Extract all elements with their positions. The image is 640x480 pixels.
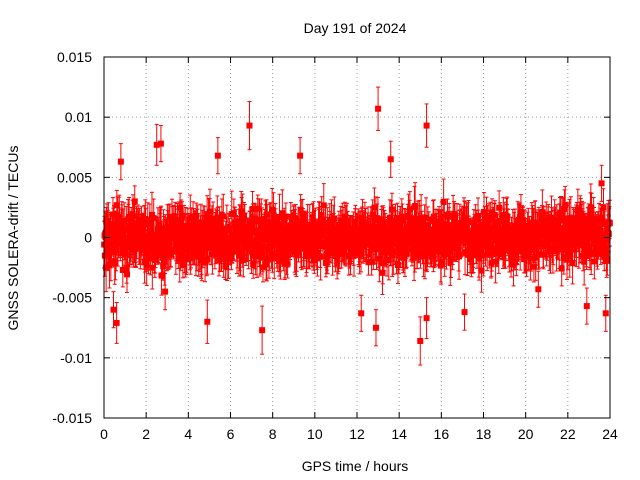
point-marker [160,263,167,270]
point-marker [148,211,155,218]
point-marker [292,215,299,222]
point-marker [189,244,196,251]
point-marker [105,249,112,256]
point-marker [282,213,289,220]
point-marker [180,223,187,230]
point-marker [164,228,171,235]
point-marker [131,198,138,205]
point-marker [121,218,128,225]
point-marker [284,260,291,267]
point-marker [309,214,316,221]
point-marker [297,206,304,213]
point-marker [256,241,263,248]
point-marker [230,210,237,217]
point-marker [216,257,223,264]
point-marker [112,229,119,236]
point-marker [211,250,218,257]
point-marker [165,223,172,230]
point-marker [371,204,378,211]
point-marker [176,256,183,263]
point-marker [209,221,216,228]
point-marker [204,256,211,263]
point-marker [314,255,321,262]
series-points [101,86,613,366]
point-marker [197,245,204,252]
point-marker [237,222,244,229]
point-marker [271,255,278,262]
point-marker [269,206,276,213]
point-marker [114,233,121,240]
point-marker [147,255,154,262]
point-marker [297,237,304,244]
point-marker [258,218,265,225]
point-marker [199,250,206,257]
point-marker [263,261,270,268]
point-marker [302,228,309,235]
point-marker [177,250,184,257]
point-marker [126,214,133,221]
point-marker [129,213,136,220]
point-marker [239,247,246,254]
point-marker [112,259,119,266]
point-marker [124,271,131,278]
point-marker [149,264,156,271]
point-marker [216,219,223,226]
point-marker [318,212,325,219]
point-marker [198,257,205,264]
point-marker [276,257,283,264]
point-marker [298,218,305,225]
point-marker [311,224,318,231]
point-marker [265,225,272,232]
point-marker [150,215,157,222]
point-marker [146,242,153,249]
point-marker [268,243,275,250]
point-marker [224,251,231,258]
point-marker [241,213,248,220]
point-marker [178,216,185,223]
point-marker [107,259,114,266]
point-marker [257,247,264,254]
point-marker [110,226,117,233]
point-marker [260,264,267,271]
point-marker [113,202,120,209]
point-marker [249,224,256,231]
point-marker [291,222,298,229]
point-marker [212,245,219,252]
point-marker [283,252,290,259]
point-marker [440,198,447,205]
point-marker [179,228,186,235]
point-marker [263,211,270,218]
point-marker [220,213,227,220]
point-marker [119,266,126,273]
point-marker [200,219,207,226]
point-marker [158,272,165,279]
point-marker [279,210,286,217]
point-marker [317,253,324,260]
point-marker [167,247,174,254]
point-marker [177,204,184,211]
